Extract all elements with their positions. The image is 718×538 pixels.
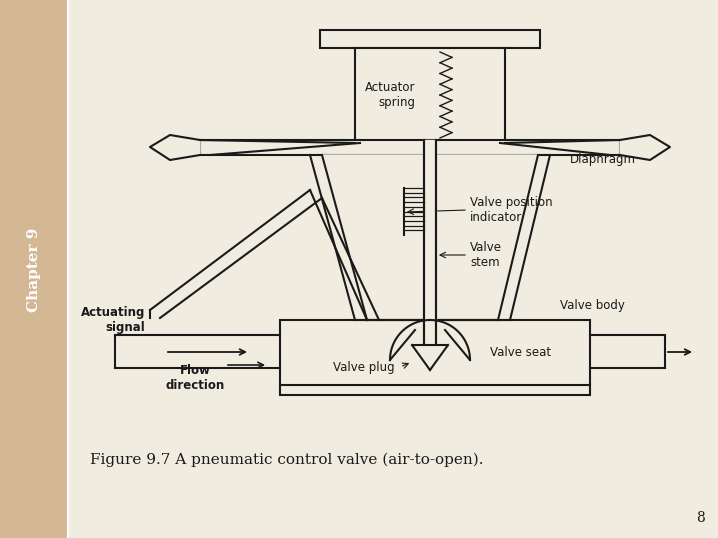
Text: Diaphragm: Diaphragm xyxy=(570,153,636,166)
Text: Actuator
spring: Actuator spring xyxy=(365,81,415,109)
Text: Valve body: Valve body xyxy=(560,299,625,312)
Bar xyxy=(355,48,505,143)
Text: Valve position
indicator: Valve position indicator xyxy=(470,196,553,224)
Text: Valve plug: Valve plug xyxy=(333,362,395,374)
Bar xyxy=(200,140,620,155)
Text: Actuating
signal: Actuating signal xyxy=(80,306,145,334)
Polygon shape xyxy=(412,345,448,370)
Text: 8: 8 xyxy=(696,511,705,525)
Text: Valve seat: Valve seat xyxy=(490,345,551,358)
Bar xyxy=(0,0,68,538)
Polygon shape xyxy=(150,135,200,160)
Bar xyxy=(320,30,540,48)
Text: Flow
direction: Flow direction xyxy=(165,364,225,392)
Text: Chapter 9: Chapter 9 xyxy=(27,228,41,312)
Polygon shape xyxy=(620,135,670,160)
Bar xyxy=(280,320,590,395)
Polygon shape xyxy=(322,155,538,320)
Polygon shape xyxy=(424,140,436,355)
Text: Figure 9.7 A pneumatic control valve (air-to-open).: Figure 9.7 A pneumatic control valve (ai… xyxy=(90,453,483,467)
Text: Valve
stem: Valve stem xyxy=(470,241,502,269)
